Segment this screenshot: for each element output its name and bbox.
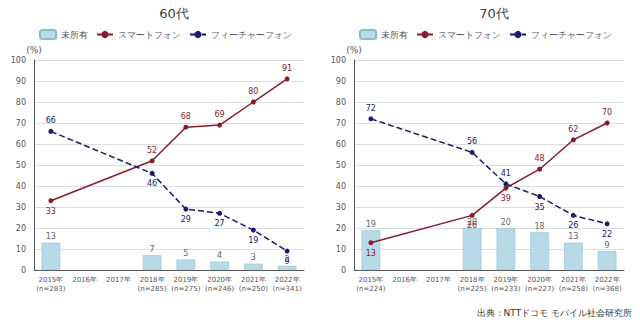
svg-text:91: 91 <box>282 64 292 73</box>
svg-text:80: 80 <box>16 98 26 107</box>
svg-text:(n=258): (n=258) <box>559 285 588 293</box>
svg-text:22: 22 <box>602 230 612 239</box>
svg-text:未所有: 未所有 <box>381 30 408 40</box>
svg-text:(n=225): (n=225) <box>458 285 487 293</box>
svg-text:2020年: 2020年 <box>527 276 552 284</box>
svg-text:46: 46 <box>147 179 157 188</box>
svg-text:30: 30 <box>336 203 346 212</box>
svg-text:70代: 70代 <box>479 6 509 21</box>
svg-text:48: 48 <box>535 154 545 163</box>
svg-text:9: 9 <box>285 257 290 266</box>
svg-text:68: 68 <box>181 112 191 121</box>
svg-text:13: 13 <box>366 249 376 258</box>
svg-text:62: 62 <box>568 125 578 134</box>
svg-text:70: 70 <box>602 108 612 117</box>
svg-text:60: 60 <box>16 140 26 149</box>
svg-text:26: 26 <box>467 221 477 230</box>
svg-text:(n=224): (n=224) <box>356 285 385 293</box>
svg-text:2022年: 2022年 <box>275 276 300 284</box>
svg-text:39: 39 <box>501 194 511 203</box>
svg-text:69: 69 <box>215 110 225 119</box>
svg-text:29: 29 <box>181 215 191 224</box>
svg-text:スマートフォン: スマートフォン <box>438 30 501 40</box>
svg-text:2021年: 2021年 <box>561 276 586 284</box>
svg-text:2016年: 2016年 <box>72 276 97 284</box>
svg-text:(n=341): (n=341) <box>273 285 302 293</box>
svg-text:80: 80 <box>336 98 346 107</box>
svg-text:26: 26 <box>568 221 578 230</box>
svg-text:(n=368): (n=368) <box>593 285 622 293</box>
svg-text:100: 100 <box>331 56 346 65</box>
svg-text:19: 19 <box>248 236 258 245</box>
svg-text:50: 50 <box>16 161 26 170</box>
svg-text:2019年: 2019年 <box>173 276 198 284</box>
svg-text:2015年: 2015年 <box>38 276 63 284</box>
svg-text:40: 40 <box>336 182 346 191</box>
svg-text:19: 19 <box>366 220 376 229</box>
svg-text:13: 13 <box>46 232 56 241</box>
svg-text:(n=227): (n=227) <box>525 285 554 293</box>
svg-text:出典：NTTドコモ モバイル社会研究所: 出典：NTTドコモ モバイル社会研究所 <box>477 308 632 318</box>
svg-text:3: 3 <box>251 253 256 262</box>
svg-text:66: 66 <box>46 116 56 125</box>
svg-text:13: 13 <box>568 232 578 241</box>
svg-text:30: 30 <box>16 203 26 212</box>
svg-text:80: 80 <box>248 87 258 96</box>
svg-text:70: 70 <box>336 119 346 128</box>
svg-text:7: 7 <box>150 245 155 254</box>
svg-text:(n=285): (n=285) <box>138 285 167 293</box>
svg-text:2018年: 2018年 <box>140 276 165 284</box>
svg-text:18: 18 <box>535 222 545 231</box>
svg-text:90: 90 <box>16 77 26 86</box>
svg-text:35: 35 <box>535 203 545 212</box>
svg-text:2017年: 2017年 <box>106 276 131 284</box>
svg-text:(n=283): (n=283) <box>36 285 65 293</box>
svg-text:90: 90 <box>336 77 346 86</box>
svg-text:スマートフォン: スマートフォン <box>118 30 181 40</box>
svg-text:10: 10 <box>336 245 346 254</box>
svg-text:(n=233): (n=233) <box>491 285 520 293</box>
svg-text:(%): (%) <box>346 45 362 55</box>
svg-text:0: 0 <box>341 266 346 275</box>
svg-text:60代: 60代 <box>159 6 189 21</box>
svg-text:未所有: 未所有 <box>61 30 88 40</box>
svg-text:2015年: 2015年 <box>358 276 383 284</box>
svg-text:41: 41 <box>501 169 511 178</box>
svg-text:2021年: 2021年 <box>241 276 266 284</box>
svg-text:2020年: 2020年 <box>207 276 232 284</box>
svg-text:52: 52 <box>147 146 157 155</box>
svg-text:2017年: 2017年 <box>426 276 451 284</box>
svg-text:2022年: 2022年 <box>595 276 620 284</box>
svg-text:20: 20 <box>501 218 511 227</box>
svg-text:50: 50 <box>336 161 346 170</box>
svg-text:20: 20 <box>336 224 346 233</box>
svg-text:0: 0 <box>21 266 26 275</box>
svg-text:40: 40 <box>16 182 26 191</box>
svg-text:5: 5 <box>183 249 188 258</box>
svg-text:(n=250): (n=250) <box>239 285 268 293</box>
svg-text:4: 4 <box>217 251 222 260</box>
svg-text:(%): (%) <box>26 45 42 55</box>
svg-text:フィーチャーフォン: フィーチャーフォン <box>211 30 292 40</box>
svg-text:56: 56 <box>467 137 477 146</box>
svg-text:27: 27 <box>215 219 225 228</box>
svg-text:フィーチャーフォン: フィーチャーフォン <box>531 30 612 40</box>
svg-text:(n=275): (n=275) <box>171 285 200 293</box>
svg-text:70: 70 <box>16 119 26 128</box>
svg-text:2019年: 2019年 <box>493 276 518 284</box>
svg-text:10: 10 <box>16 245 26 254</box>
svg-text:20: 20 <box>16 224 26 233</box>
svg-text:(n=246): (n=246) <box>205 285 234 293</box>
svg-text:33: 33 <box>46 207 56 216</box>
svg-text:9: 9 <box>605 241 610 250</box>
svg-text:2018年: 2018年 <box>460 276 485 284</box>
svg-text:100: 100 <box>11 56 26 65</box>
svg-text:60: 60 <box>336 140 346 149</box>
svg-text:2016年: 2016年 <box>392 276 417 284</box>
svg-text:72: 72 <box>366 104 376 113</box>
